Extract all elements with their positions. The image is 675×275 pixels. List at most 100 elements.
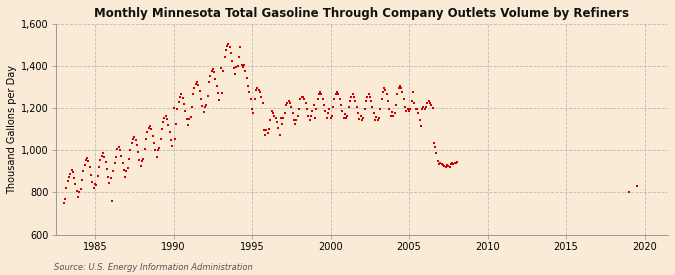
Point	[108, 169, 119, 174]
Point	[192, 80, 202, 84]
Point	[444, 165, 455, 169]
Point	[404, 109, 414, 114]
Point	[225, 51, 236, 56]
Point	[285, 101, 296, 105]
Point	[437, 163, 448, 167]
Point	[252, 86, 263, 90]
Point	[310, 107, 321, 111]
Point	[287, 111, 298, 116]
Point	[157, 127, 167, 131]
Point	[115, 148, 126, 153]
Point	[369, 111, 379, 116]
Point	[308, 103, 319, 107]
Point	[87, 180, 98, 184]
Point	[207, 67, 218, 72]
Point	[330, 92, 341, 97]
Point	[408, 90, 418, 95]
Point	[86, 172, 97, 177]
Point	[194, 89, 205, 94]
Point	[277, 122, 288, 126]
Point	[342, 113, 353, 118]
Point	[317, 97, 328, 101]
Point	[69, 175, 80, 180]
Point	[222, 44, 233, 48]
Point	[97, 151, 108, 156]
Point	[333, 92, 344, 97]
Point	[316, 92, 327, 97]
Point	[369, 118, 380, 122]
Point	[392, 92, 403, 97]
Point	[75, 187, 86, 191]
Point	[167, 144, 178, 148]
Point	[419, 107, 430, 111]
Point	[118, 168, 129, 172]
Point	[232, 64, 243, 68]
Point	[79, 163, 90, 167]
Point	[294, 107, 304, 111]
Point	[416, 107, 427, 111]
Point	[396, 86, 406, 90]
Point	[340, 112, 350, 117]
Point	[401, 109, 412, 114]
Point	[88, 186, 99, 191]
Point	[168, 106, 179, 110]
Point	[190, 82, 201, 86]
Point	[375, 107, 385, 111]
Point	[320, 109, 331, 114]
Point	[412, 111, 423, 116]
Point	[259, 128, 269, 133]
Point	[414, 118, 425, 122]
Point	[323, 111, 333, 116]
Point	[274, 132, 285, 137]
Point	[147, 133, 158, 138]
Point	[124, 156, 134, 161]
Point	[200, 103, 211, 107]
Point	[446, 162, 456, 166]
Point	[427, 106, 438, 110]
Point	[430, 145, 441, 149]
Point	[306, 113, 317, 118]
Point	[186, 105, 197, 109]
Point	[80, 158, 91, 162]
Point	[429, 141, 439, 145]
Point	[219, 54, 230, 59]
Point	[173, 100, 184, 104]
Point	[215, 66, 226, 70]
Point	[94, 165, 105, 169]
Point	[263, 131, 273, 136]
Point	[83, 159, 94, 163]
Point	[185, 114, 196, 119]
Point	[169, 136, 180, 141]
Point	[359, 107, 370, 111]
Point	[324, 107, 335, 111]
Point	[143, 126, 154, 130]
Point	[161, 117, 172, 121]
Point	[406, 99, 417, 103]
Point	[77, 178, 88, 182]
Point	[325, 116, 336, 120]
Point	[236, 63, 247, 67]
Point	[197, 104, 208, 108]
Point	[203, 80, 214, 84]
Point	[92, 174, 103, 178]
Point	[388, 113, 399, 118]
Point	[61, 186, 72, 191]
Point	[435, 161, 446, 165]
Point	[111, 155, 122, 159]
Point	[198, 110, 209, 115]
Point	[354, 117, 364, 121]
Point	[415, 124, 426, 128]
Point	[104, 181, 115, 185]
Point	[362, 94, 373, 99]
Point	[248, 111, 259, 116]
Point	[278, 116, 289, 120]
Point	[181, 117, 192, 121]
Point	[105, 175, 116, 180]
Point	[235, 45, 246, 49]
Point	[100, 160, 111, 164]
Point	[452, 160, 463, 164]
Point	[238, 65, 248, 69]
Point	[257, 101, 268, 105]
Point	[389, 111, 400, 116]
Point	[291, 118, 302, 122]
